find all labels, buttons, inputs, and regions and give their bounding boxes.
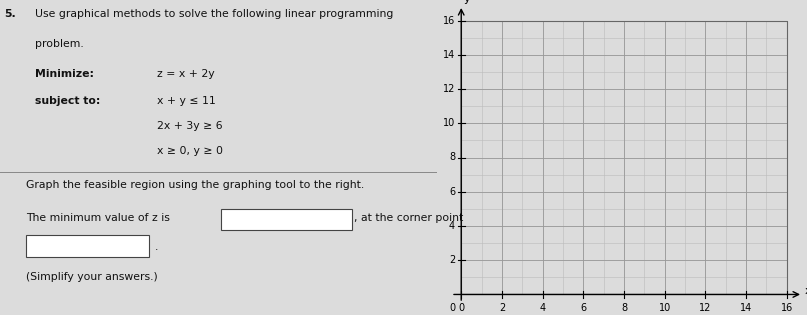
Text: 4: 4 — [540, 303, 546, 313]
Text: 10: 10 — [659, 303, 671, 313]
Text: 6: 6 — [449, 187, 455, 197]
Text: 2x + 3y ≥ 6: 2x + 3y ≥ 6 — [157, 121, 223, 131]
Text: 16: 16 — [443, 15, 455, 26]
Text: 14: 14 — [443, 50, 455, 60]
Text: 12: 12 — [699, 303, 712, 313]
Bar — [26, 235, 148, 257]
Text: 8: 8 — [449, 152, 455, 163]
Text: (Simplify your answers.): (Simplify your answers.) — [26, 272, 158, 283]
Text: y: y — [464, 0, 470, 4]
Text: Minimize:: Minimize: — [35, 69, 94, 79]
Text: z = x + 2y: z = x + 2y — [157, 69, 215, 79]
Text: Use graphical methods to solve the following linear programming: Use graphical methods to solve the follo… — [35, 9, 393, 20]
Text: 5.: 5. — [4, 9, 16, 20]
Text: 14: 14 — [740, 303, 752, 313]
Text: 8: 8 — [621, 303, 627, 313]
Text: 2: 2 — [449, 255, 455, 265]
Text: x: x — [805, 286, 807, 296]
Text: 16: 16 — [780, 303, 792, 313]
Bar — [220, 209, 352, 230]
Text: 6: 6 — [580, 303, 587, 313]
Text: problem.: problem. — [35, 39, 84, 49]
Text: 10: 10 — [443, 118, 455, 128]
Text: 0: 0 — [449, 303, 455, 313]
Text: 2: 2 — [499, 303, 505, 313]
Text: The minimum value of z is: The minimum value of z is — [26, 213, 170, 223]
Text: x + y ≤ 11: x + y ≤ 11 — [157, 96, 216, 106]
Text: 4: 4 — [449, 221, 455, 231]
Text: subject to:: subject to: — [35, 96, 100, 106]
Text: x ≥ 0, y ≥ 0: x ≥ 0, y ≥ 0 — [157, 146, 224, 157]
Text: 12: 12 — [443, 84, 455, 94]
Text: Graph the feasible region using the graphing tool to the right.: Graph the feasible region using the grap… — [26, 180, 365, 190]
Text: .: . — [155, 242, 158, 252]
Text: 0: 0 — [458, 303, 464, 313]
Text: , at the corner point: , at the corner point — [353, 213, 463, 223]
